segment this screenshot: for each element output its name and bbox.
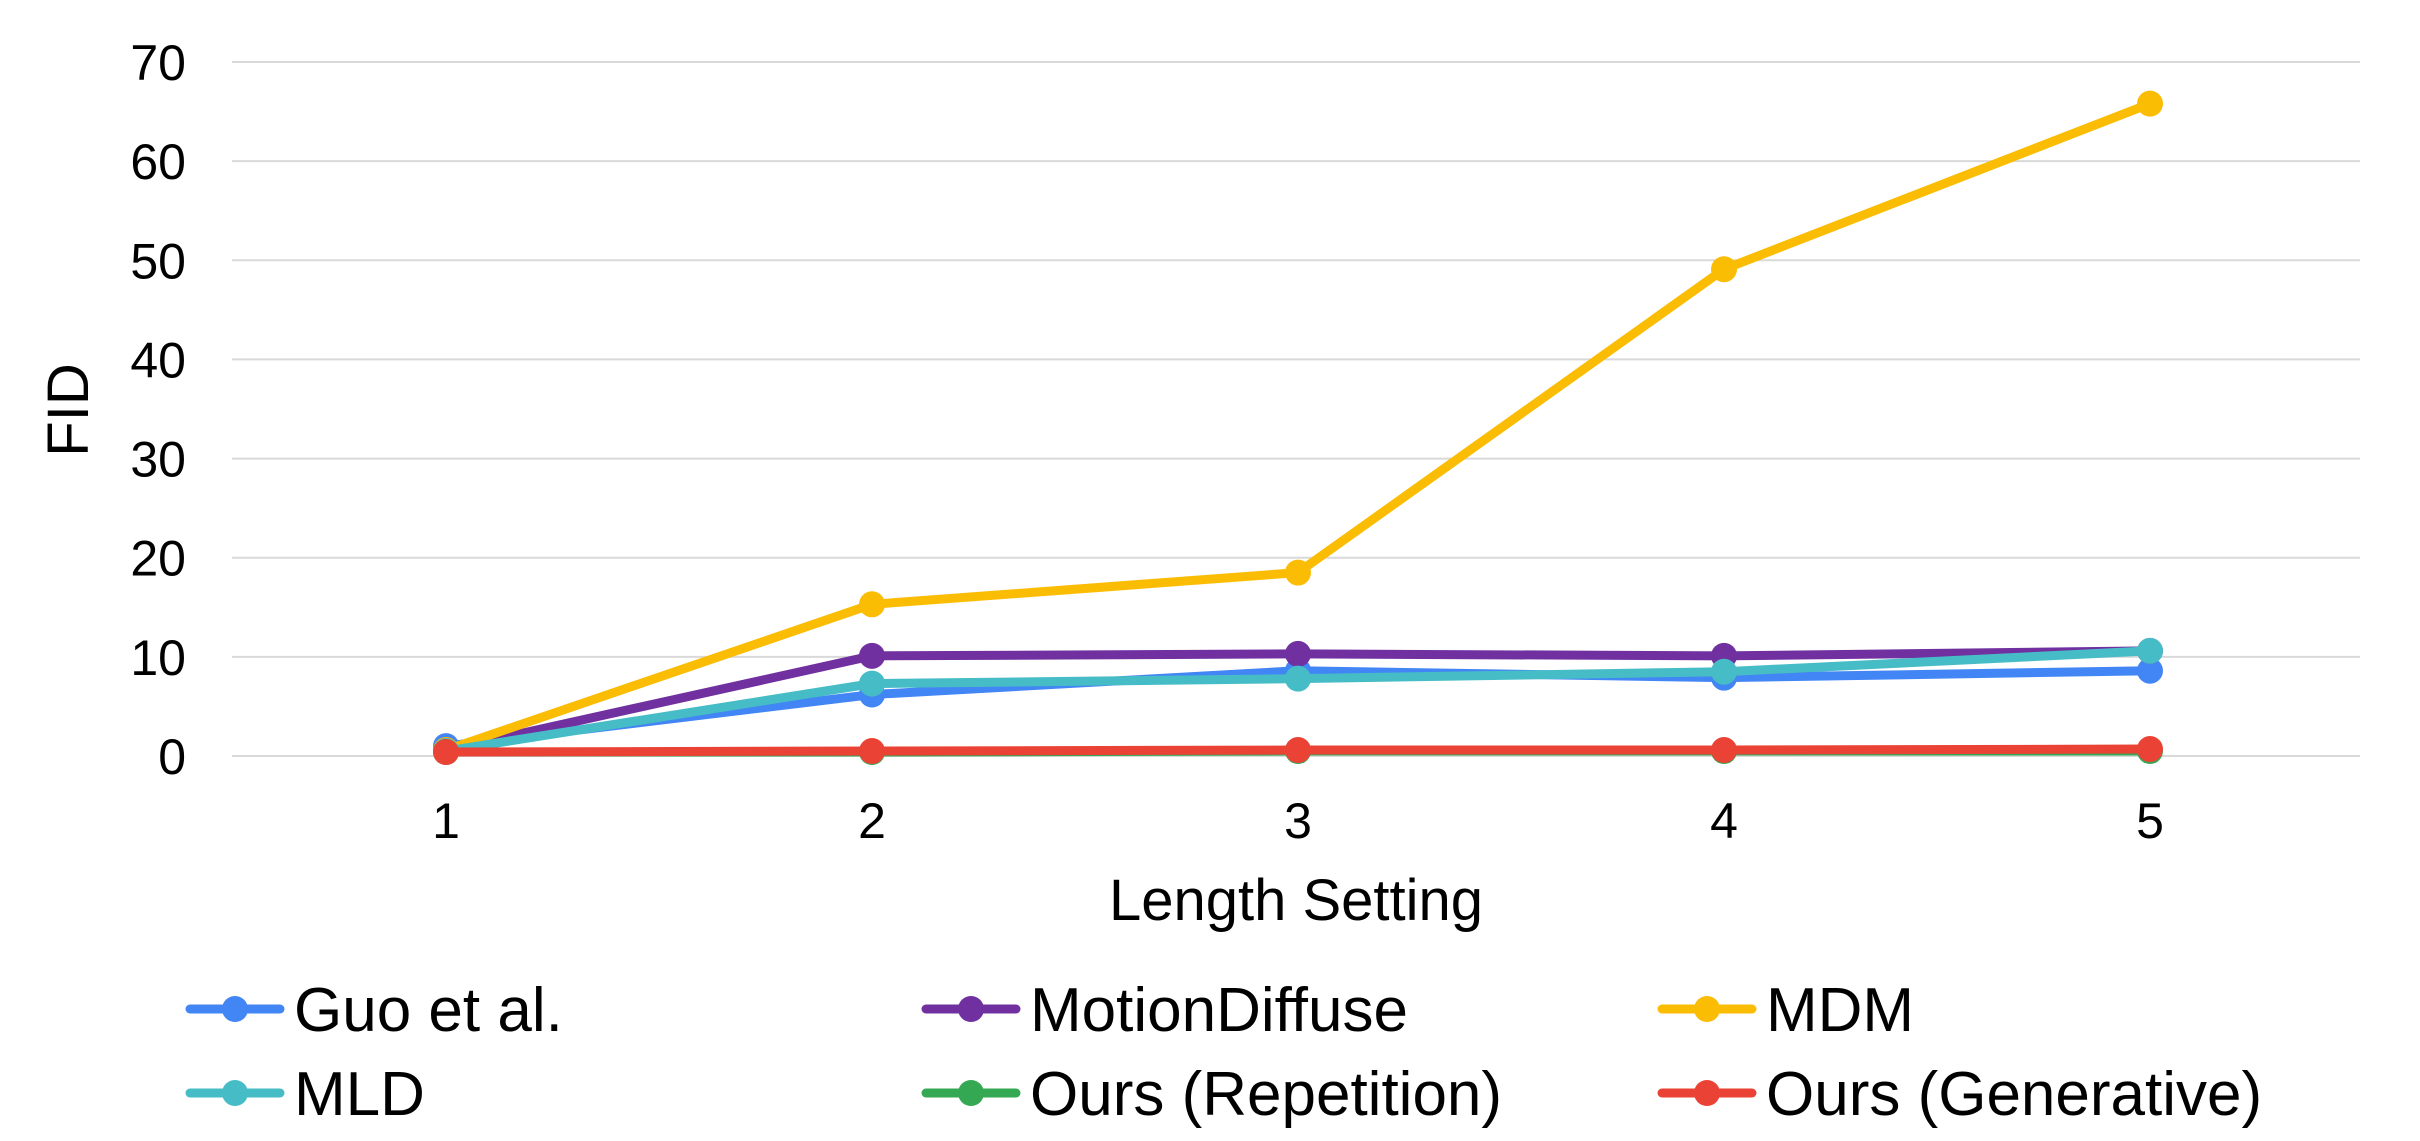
gridlines: [232, 61, 2360, 757]
legend-label: Guo et al.: [294, 976, 563, 1045]
legend-swatch-marker: [222, 1080, 248, 1106]
legend-label: MDM: [1766, 976, 1914, 1045]
legend-item: MLD: [185, 1060, 425, 1129]
legend-label: MLD: [294, 1060, 425, 1129]
legend-swatch-marker: [1694, 996, 1720, 1022]
legend-swatch-marker: [958, 996, 984, 1022]
x-axis-ticks: 1 2 3 4 5: [432, 793, 2164, 849]
y-axis-title: FID: [36, 363, 101, 456]
legend-item: Ours (Generative): [1657, 1060, 2262, 1129]
data-point: [1285, 737, 1311, 764]
legend-swatch-marker: [958, 1080, 984, 1106]
legend: Guo et al. MotionDiffuse MDM MLD Ours (Repet…: [185, 976, 2262, 1129]
data-point: [2137, 637, 2163, 664]
legend-label: Ours (Repetition): [1030, 1060, 1502, 1129]
legend-item: MotionDiffuse: [921, 976, 1408, 1045]
data-point: [1711, 256, 1737, 283]
x-tick-label: 2: [858, 793, 886, 849]
x-axis-title: Length Setting: [1109, 868, 1483, 933]
data-point: [1711, 737, 1737, 764]
y-tick-label: 70: [130, 35, 186, 91]
data-point: [433, 739, 459, 766]
data-point: [1285, 665, 1311, 692]
series-ours-generative: [433, 736, 2163, 766]
data-point: [859, 642, 885, 669]
y-tick-label: 50: [130, 233, 186, 289]
x-tick-label: 4: [1710, 793, 1738, 849]
y-axis-ticks: 0 10 20 30 40 50 60 70: [130, 35, 186, 785]
legend-item: Ours (Repetition): [921, 1060, 1502, 1129]
x-tick-label: 1: [432, 793, 460, 849]
y-tick-label: 20: [130, 531, 186, 587]
data-point: [2137, 736, 2163, 763]
y-tick-label: 0: [158, 729, 186, 785]
data-point: [1285, 640, 1311, 667]
legend-item: MDM: [1657, 976, 1914, 1045]
data-point: [859, 670, 885, 697]
data-point: [1711, 658, 1737, 685]
legend-item: Guo et al.: [185, 976, 563, 1045]
y-tick-label: 60: [130, 134, 186, 190]
x-tick-label: 5: [2136, 793, 2164, 849]
legend-swatch-marker: [1694, 1080, 1720, 1106]
legend-label: Ours (Generative): [1766, 1060, 2262, 1129]
data-point: [859, 738, 885, 765]
data-point: [2137, 657, 2163, 684]
data-point: [859, 591, 885, 618]
series-lines: [433, 90, 2163, 766]
y-tick-label: 30: [130, 432, 186, 488]
data-point: [1285, 559, 1311, 586]
legend-label: MotionDiffuse: [1030, 976, 1408, 1045]
y-tick-label: 10: [130, 630, 186, 686]
x-tick-label: 3: [1284, 793, 1312, 849]
data-point: [2137, 90, 2163, 117]
legend-swatch-marker: [222, 996, 248, 1022]
y-tick-label: 40: [130, 332, 186, 388]
